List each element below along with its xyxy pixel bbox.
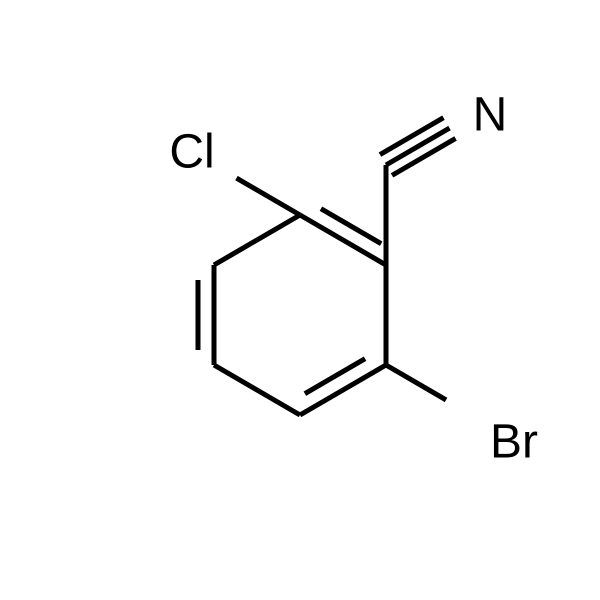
bond: [305, 359, 365, 394]
molecule-diagram: Cl N Br: [0, 0, 600, 600]
atom-label-cl: Cl: [169, 126, 214, 179]
atom-label-n: N: [473, 89, 508, 142]
bond: [386, 365, 446, 400]
bond: [214, 365, 300, 415]
bond: [236, 178, 300, 215]
bond: [321, 209, 381, 244]
bond: [214, 215, 300, 265]
atom-label-br: Br: [490, 416, 538, 469]
